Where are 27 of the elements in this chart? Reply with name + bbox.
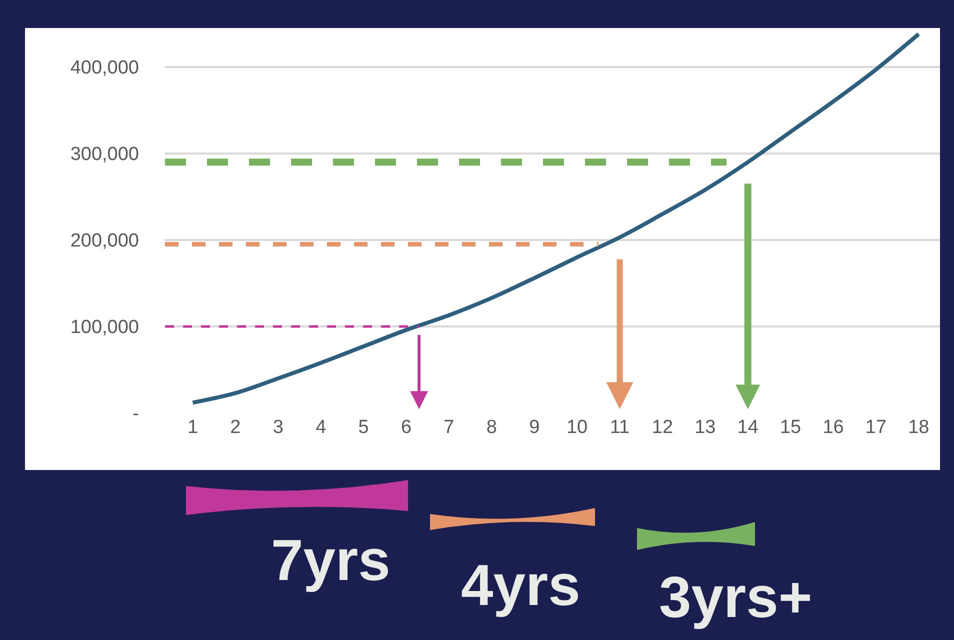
x-tick-label: 8 bbox=[486, 417, 497, 438]
x-tick-label: 1 bbox=[187, 417, 198, 438]
x-tick-label: 15 bbox=[780, 417, 802, 438]
x-tick-label: 5 bbox=[358, 417, 369, 438]
x-tick-label: 18 bbox=[908, 417, 930, 438]
x-tick-label: 4 bbox=[316, 417, 327, 438]
x-tick-label: 2 bbox=[230, 417, 241, 438]
x-tick-label: 10 bbox=[566, 417, 588, 438]
x-tick-label: 9 bbox=[529, 417, 540, 438]
y-tick-label: 400,000 bbox=[70, 58, 139, 79]
x-tick-label: 16 bbox=[822, 417, 844, 438]
line-series bbox=[190, 32, 921, 405]
x-tick-label: 17 bbox=[865, 417, 887, 438]
x-tick-label: 3 bbox=[272, 417, 284, 438]
x-tick-label: 11 bbox=[610, 417, 630, 438]
y-tick-label: - bbox=[132, 404, 139, 425]
x-tick-label: 6 bbox=[400, 417, 412, 438]
text: 4yrs bbox=[461, 553, 580, 618]
text: 7yrs bbox=[271, 528, 390, 593]
y-tick-label: 300,000 bbox=[70, 144, 139, 166]
x-tick-label: 12 bbox=[652, 417, 674, 438]
x-tick-label: 13 bbox=[694, 417, 716, 438]
y-tick-label: 100,000 bbox=[70, 317, 139, 338]
x-tick-label: 14 bbox=[737, 417, 759, 438]
x-tick-label: 7 bbox=[444, 417, 454, 438]
y-tick-label: 200,000 bbox=[70, 230, 139, 252]
text: 3yrs+ bbox=[659, 565, 812, 630]
